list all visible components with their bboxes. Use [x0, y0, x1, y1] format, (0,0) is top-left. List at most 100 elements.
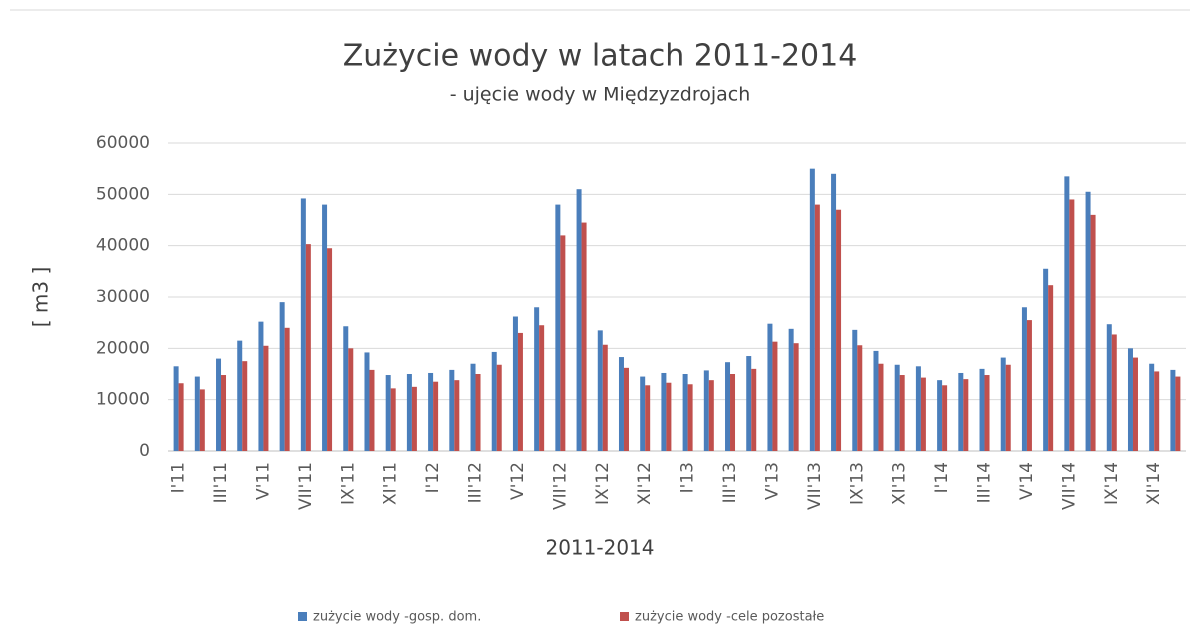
bar [284, 327, 290, 451]
y-tick-label: 0 [139, 441, 150, 461]
chart-title: Zużycie wody w latach 2011-2014 [343, 39, 858, 74]
bar [199, 389, 205, 451]
bar [602, 344, 608, 451]
bar [836, 209, 842, 451]
bar [1043, 268, 1049, 451]
bar [263, 345, 269, 451]
bar [1106, 324, 1112, 451]
bar [1127, 348, 1133, 451]
bar [496, 364, 502, 451]
bar [1175, 376, 1181, 451]
bar [597, 330, 603, 451]
chart-subtitle: - ujęcie wody w Międzyzdrojach [450, 84, 751, 106]
bar [793, 343, 799, 451]
bar [258, 321, 264, 451]
legend-label: zużycie wody -cele pozostałe [635, 610, 824, 625]
x-tick-label: I'11 [169, 462, 189, 493]
bar [1048, 285, 1054, 451]
x-tick-label: XI'14 [1144, 462, 1164, 505]
bar [767, 323, 773, 451]
y-tick-label: 40000 [96, 236, 150, 256]
bar [581, 222, 587, 451]
bar [1149, 363, 1155, 451]
x-tick-label: VII'12 [550, 462, 570, 510]
bar [788, 328, 794, 451]
bar [984, 375, 990, 451]
x-tick-label: I'14 [932, 462, 952, 493]
bar [1170, 369, 1176, 451]
legend-swatch [620, 612, 629, 621]
x-tick-label: XI'13 [890, 462, 910, 505]
bar [1069, 199, 1075, 451]
bar [899, 375, 905, 451]
bar [1085, 191, 1091, 451]
bar [894, 364, 900, 451]
bar [682, 374, 688, 451]
bar [873, 350, 879, 451]
bar [1090, 214, 1096, 451]
y-tick-label: 30000 [96, 287, 150, 307]
y-tick-label: 60000 [96, 133, 150, 153]
bar [725, 362, 731, 451]
bar [878, 363, 884, 451]
bar [343, 326, 349, 451]
bar [237, 340, 243, 451]
x-tick-label: III'12 [466, 462, 486, 503]
x-tick-label: V'13 [762, 462, 782, 500]
x-tick-label: XI'12 [635, 462, 655, 505]
bar [1000, 357, 1006, 451]
bar [194, 376, 200, 451]
x-tick-label: VII'14 [1059, 462, 1079, 510]
bar [512, 316, 518, 451]
bar [746, 356, 752, 451]
bar [1005, 364, 1011, 451]
bar [433, 381, 439, 451]
x-tick-label: V'14 [1017, 462, 1037, 500]
x-tick-label: IX'13 [847, 462, 867, 505]
x-axis-title: 2011-2014 [545, 536, 654, 560]
bar [411, 386, 417, 451]
bar [640, 376, 646, 451]
bar [517, 332, 523, 451]
bar [915, 366, 921, 451]
bar [751, 368, 757, 451]
bar [449, 369, 455, 451]
y-axis-title: [ m3 ] [29, 267, 53, 328]
x-tick-label: VII'13 [805, 462, 825, 510]
bar [942, 385, 948, 451]
bar [772, 341, 778, 451]
bar [1154, 371, 1160, 451]
bar [1021, 307, 1027, 451]
bar [454, 380, 460, 451]
x-tick-label: I'12 [423, 462, 443, 493]
bar [576, 189, 582, 451]
bar [857, 345, 863, 451]
bar [560, 235, 566, 451]
bar [1132, 357, 1138, 451]
bar [385, 375, 391, 451]
bar [406, 374, 412, 451]
x-tick-label: V'12 [508, 462, 528, 500]
bar [814, 204, 820, 451]
bar [534, 307, 540, 451]
x-tick-label: III'11 [211, 462, 231, 503]
bar [937, 380, 943, 451]
bar [300, 198, 306, 451]
bar [178, 383, 184, 451]
x-tick-label: IX'11 [338, 462, 358, 505]
bar [963, 379, 969, 451]
bar [979, 368, 985, 451]
bar [491, 351, 497, 451]
bar [1026, 320, 1032, 451]
bar [305, 244, 311, 451]
bar [242, 361, 248, 451]
bar [470, 363, 476, 451]
bar [221, 375, 227, 451]
bar [539, 325, 545, 451]
y-tick-label: 10000 [96, 390, 150, 410]
bar [730, 374, 736, 451]
x-tick-label: V'11 [253, 462, 273, 500]
bar [618, 357, 624, 451]
bar [661, 372, 667, 451]
